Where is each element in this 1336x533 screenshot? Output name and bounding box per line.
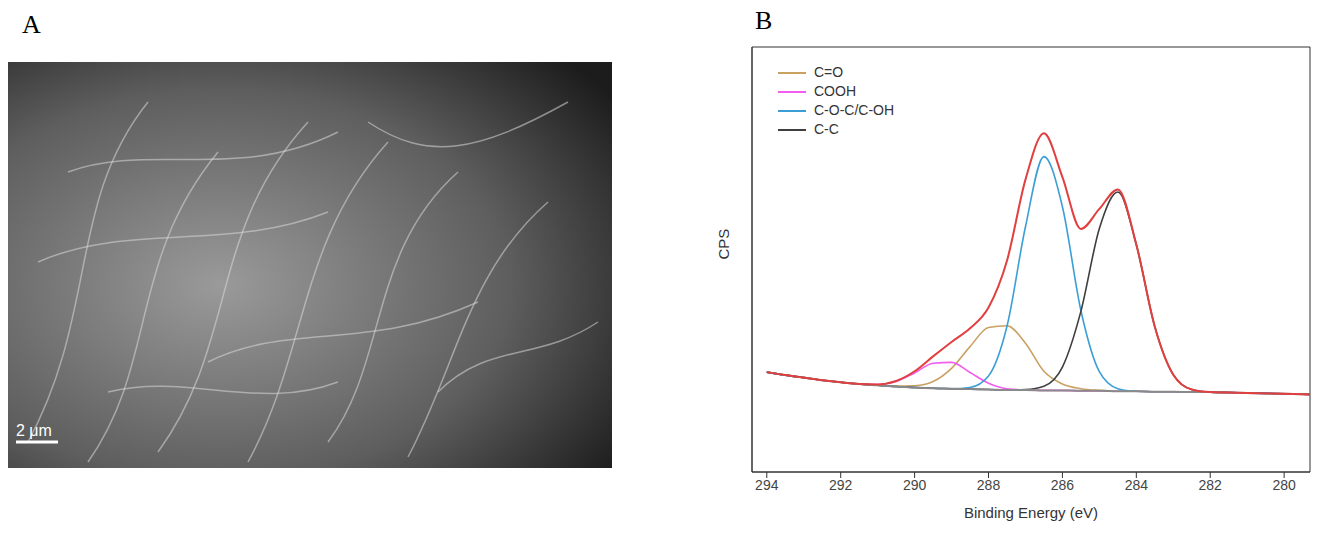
svg-text:280: 280	[1272, 477, 1296, 493]
html-text:C-O-C/C-OH: C-O-C/C-OH	[814, 102, 895, 118]
svg-text:292: 292	[829, 477, 853, 493]
html-text:COOH: COOH	[814, 83, 856, 99]
svg-text:284: 284	[1125, 477, 1149, 493]
svg-text:294: 294	[755, 477, 779, 493]
svg-text:288: 288	[977, 477, 1001, 493]
svg-text:Binding Energy (eV): Binding Energy (eV)	[964, 504, 1098, 521]
html-text:C=O: C=O	[814, 64, 844, 80]
svg-text:2 μm: 2 μm	[16, 422, 52, 439]
svg-text:282: 282	[1199, 477, 1223, 493]
svg-text:286: 286	[1051, 477, 1075, 493]
svg-text:CPS: CPS	[715, 229, 732, 260]
html-text:B: B	[755, 6, 773, 35]
html-text:C-C: C-C	[814, 121, 839, 137]
svg-text:290: 290	[903, 477, 927, 493]
html-text:A: A	[22, 10, 41, 39]
